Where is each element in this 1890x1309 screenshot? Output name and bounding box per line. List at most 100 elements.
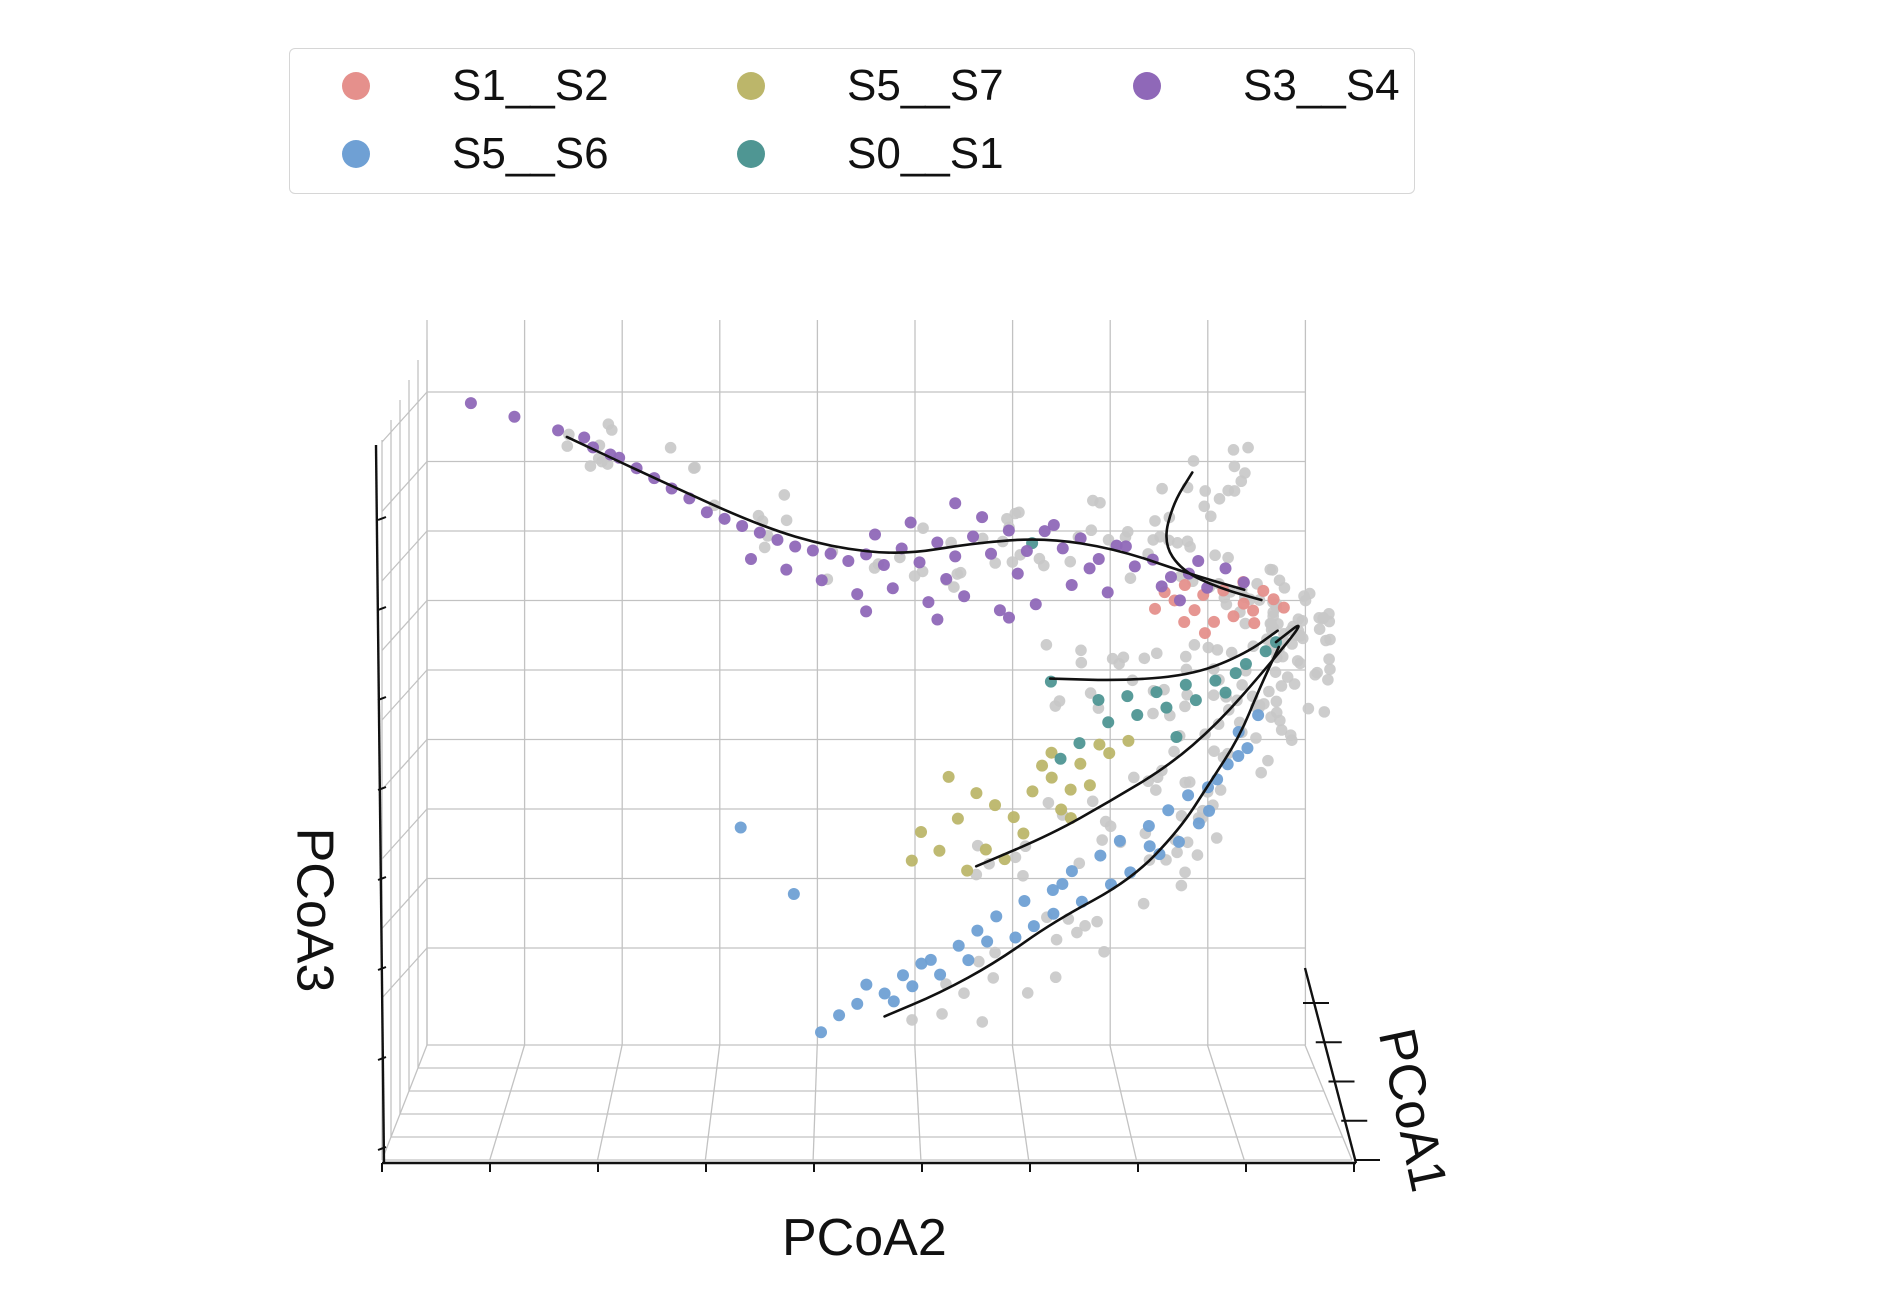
background-point <box>584 460 597 472</box>
background-point <box>1236 679 1248 691</box>
grid-line <box>1304 1044 1353 1161</box>
data-point <box>1192 817 1205 830</box>
data-point <box>1170 731 1183 744</box>
grid-line <box>381 739 428 790</box>
background-point <box>1098 945 1110 958</box>
background-point <box>1225 646 1238 659</box>
legend-marker-s5-s6 <box>342 140 370 168</box>
data-point <box>734 821 747 834</box>
background-point <box>1213 493 1226 505</box>
background-point <box>936 1008 948 1020</box>
data-point <box>1093 738 1106 751</box>
background-point <box>1276 650 1289 663</box>
background-point <box>1091 915 1103 928</box>
background-point <box>1128 771 1140 784</box>
background-point <box>1138 652 1151 665</box>
data-point <box>887 995 900 1008</box>
data-point <box>552 424 565 437</box>
data-point <box>753 526 766 539</box>
legend-label-s1-s2: S1__S2 <box>452 61 609 110</box>
data-point <box>1128 560 1141 573</box>
grid-line <box>381 461 428 512</box>
data-point <box>1103 747 1116 760</box>
background-point <box>1324 663 1336 676</box>
background-point <box>1202 641 1215 654</box>
data-point <box>949 550 962 563</box>
background-point <box>1262 754 1274 767</box>
background-point <box>1104 820 1117 833</box>
data-point <box>1142 820 1155 833</box>
data-point <box>1219 562 1232 575</box>
background-point <box>1302 702 1315 715</box>
grid-line <box>812 1044 818 1161</box>
background-point <box>1150 784 1162 796</box>
grid-line <box>381 1044 428 1161</box>
data-point <box>1018 895 1031 908</box>
data-point <box>464 397 477 410</box>
data-point <box>1207 615 1220 628</box>
background-point <box>778 489 791 501</box>
background-point <box>1298 590 1310 602</box>
data-point <box>942 770 955 783</box>
grid-line <box>381 947 428 999</box>
background-point <box>1053 695 1066 707</box>
data-point <box>860 978 873 991</box>
data-point <box>1056 878 1069 891</box>
background-point <box>780 514 793 527</box>
background-point <box>1137 897 1150 910</box>
data-point <box>906 980 919 993</box>
data-point <box>877 559 890 572</box>
background-points <box>561 418 1336 1028</box>
data-point <box>958 590 971 603</box>
data-point <box>700 506 713 519</box>
data-point <box>833 1009 846 1022</box>
data-point <box>736 520 749 533</box>
background-point <box>868 562 881 574</box>
data-point <box>981 935 994 948</box>
data-point <box>1277 601 1290 614</box>
background-point <box>1313 623 1326 635</box>
data-point <box>1121 690 1134 703</box>
data-point <box>1257 584 1270 597</box>
grid-line <box>704 1044 721 1161</box>
background-point <box>1209 549 1221 562</box>
data-point <box>1083 779 1096 792</box>
data-point <box>1150 686 1163 699</box>
background-point <box>1179 650 1192 663</box>
legend-label-s5-s7: S5__S7 <box>847 61 1004 110</box>
background-point <box>1239 617 1252 630</box>
data-point <box>1065 578 1078 591</box>
data-point <box>1237 597 1250 610</box>
background-point <box>1235 475 1248 488</box>
background-point <box>1255 766 1267 779</box>
legend-label-s5-s6: S5__S6 <box>452 129 609 178</box>
background-point <box>1294 657 1306 670</box>
background-point <box>1124 572 1137 584</box>
background-point <box>1313 612 1325 624</box>
data-point <box>780 563 793 576</box>
data-point <box>1252 709 1265 722</box>
data-point <box>1065 865 1078 878</box>
background-point <box>1049 971 1062 984</box>
background-point <box>1204 510 1217 523</box>
background-point <box>948 581 960 593</box>
background-point <box>908 570 921 582</box>
background-point <box>1181 535 1194 548</box>
z-axis-tick <box>377 966 387 971</box>
background-point <box>1071 926 1083 939</box>
grid-line <box>1206 1044 1245 1161</box>
background-point <box>1021 987 1034 999</box>
background-point <box>1179 700 1191 713</box>
background-point <box>1242 441 1254 454</box>
data-point <box>1056 542 1069 555</box>
background-point <box>1187 455 1200 467</box>
legend-marker-s3-s4 <box>1133 72 1161 100</box>
data-point <box>896 969 909 982</box>
background-point <box>1017 869 1029 882</box>
background-point <box>1009 851 1022 864</box>
data-point <box>1102 716 1115 729</box>
background-point <box>1207 689 1220 701</box>
background-point <box>1037 559 1050 572</box>
data-point <box>967 530 980 543</box>
background-point <box>1179 866 1191 879</box>
